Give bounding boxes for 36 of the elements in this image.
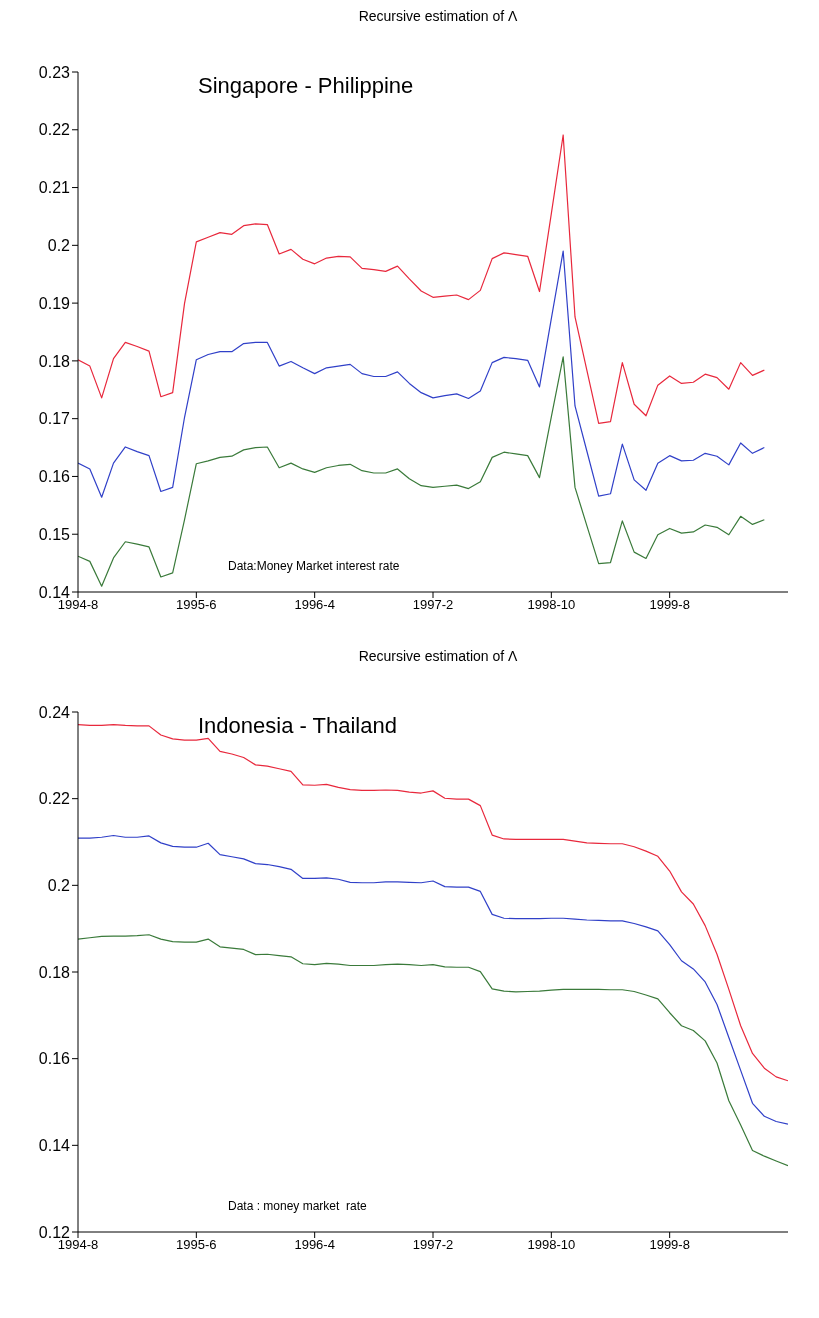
x-tick-label: 1998-10: [527, 1237, 576, 1253]
y-tick-label: 0.18: [38, 352, 71, 370]
y-tick-label: 0.24: [38, 703, 71, 721]
y-tick-label: 0.16: [38, 468, 71, 486]
y-tick-label: 0.22: [38, 790, 71, 808]
annotation: Data:Money Market interest rate: [228, 559, 400, 573]
annotation: Indonesia - Thailand: [198, 713, 397, 739]
annotation: Singapore - Philippine: [198, 73, 414, 99]
y-tick-label: 0.21: [38, 179, 71, 197]
x-tick-label: 1995-6: [176, 1237, 217, 1253]
x-tick-label: 1999-8: [649, 597, 690, 613]
x-tick-label: 1997-2: [412, 597, 454, 613]
y-tick-label: 0.19: [38, 294, 71, 312]
y-tick-label: 0.2: [47, 237, 71, 255]
y-tick-label: 0.14: [38, 1137, 71, 1155]
y-tick-label: 0.23: [38, 63, 71, 81]
line-series: [78, 934, 788, 1167]
y-tick-label: 0.16: [38, 1050, 71, 1068]
line-series: [78, 250, 765, 498]
line-series: [78, 356, 765, 587]
annotation: Data : money market rate: [228, 1199, 367, 1213]
chart-title: Recursive estimation of Λ: [357, 8, 519, 26]
x-tick-label: 1996-4: [294, 597, 335, 613]
y-tick-label: 0.2: [47, 877, 71, 895]
y-tick-label: 0.17: [38, 410, 71, 428]
x-tick-label: 1996-4: [294, 1237, 335, 1253]
x-tick-label: 1998-10: [527, 597, 576, 613]
chart-title: Recursive estimation of Λ: [357, 648, 519, 666]
x-tick-label: 1997-2: [412, 1237, 454, 1253]
x-tick-label: 1999-8: [649, 1237, 690, 1253]
line-series: [78, 834, 788, 1125]
x-tick-label: 1995-6: [176, 597, 217, 613]
y-tick-label: 0.22: [38, 121, 71, 139]
y-tick-label: 0.15: [38, 525, 71, 543]
y-tick-label: 0.18: [38, 963, 71, 981]
line-series: [78, 134, 765, 424]
